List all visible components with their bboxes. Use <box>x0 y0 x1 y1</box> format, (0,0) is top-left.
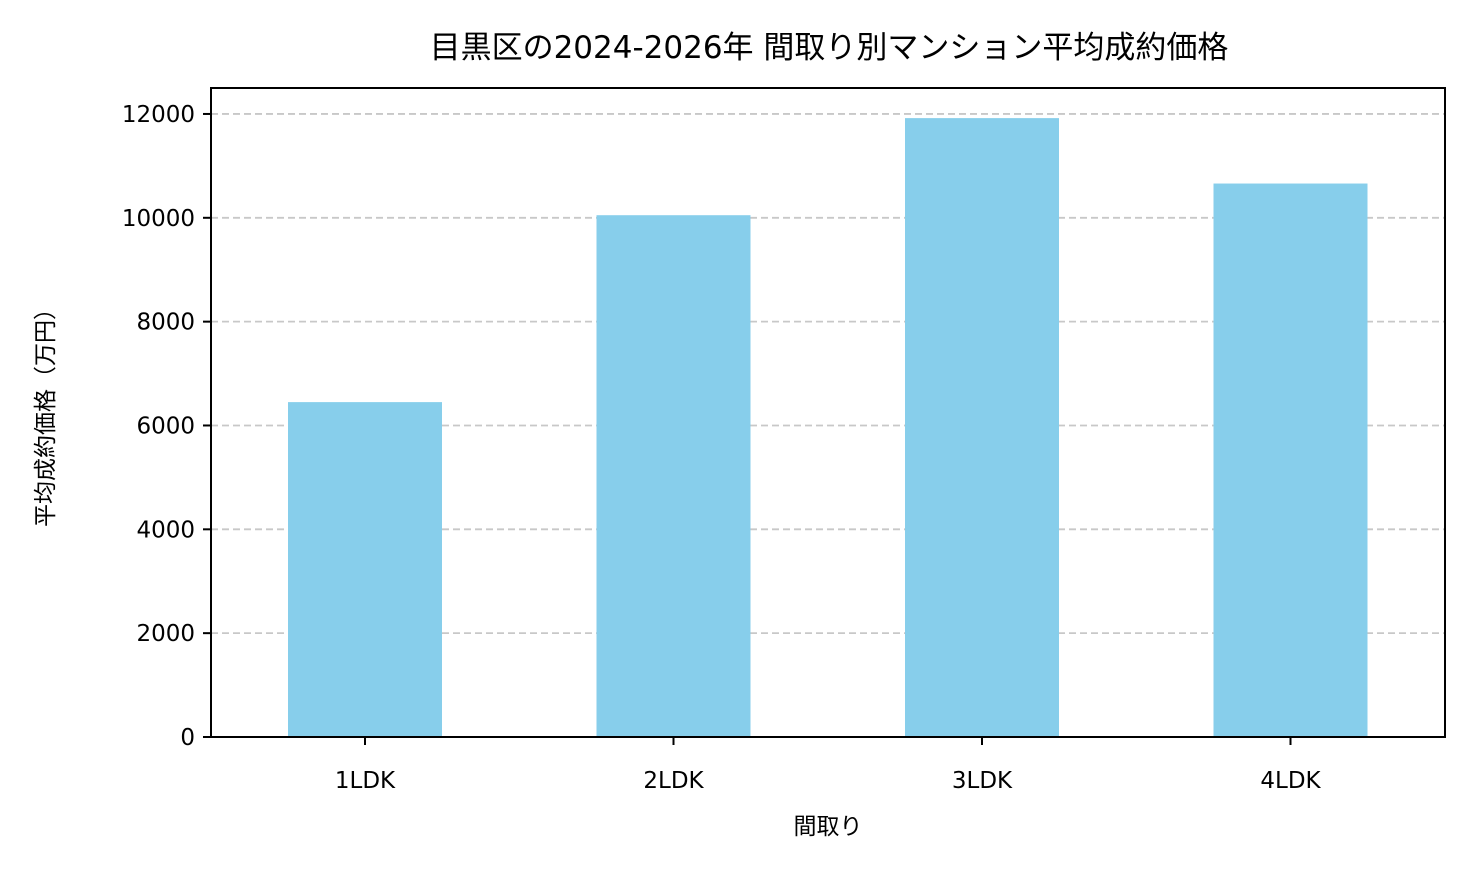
y-tick-label: 2000 <box>136 621 195 647</box>
y-tick-label: 6000 <box>136 413 195 439</box>
x-axis-ticks: 1LDK 2LDK 3LDK 4LDK <box>335 737 1322 794</box>
bar-1ldk <box>288 402 442 737</box>
x-tick-label: 2LDK <box>643 768 704 794</box>
y-axis-ticks: 0 2000 4000 6000 8000 10000 12000 <box>122 102 211 751</box>
y-tick-label: 4000 <box>136 517 195 543</box>
x-tick-label: 4LDK <box>1260 768 1321 794</box>
x-axis-label: 間取り <box>794 814 863 840</box>
x-tick-label: 1LDK <box>335 768 396 794</box>
y-tick-label: 0 <box>180 725 195 751</box>
x-tick-label: 3LDK <box>952 768 1013 794</box>
bar-3ldk <box>905 118 1059 738</box>
bar-2ldk <box>596 215 751 738</box>
y-tick-label: 10000 <box>122 206 195 232</box>
y-tick-label: 12000 <box>122 102 195 128</box>
plot-frame <box>210 87 1446 738</box>
chart-title: 目黒区の2024-2026年 間取り別マンション平均成約価格 <box>430 30 1229 66</box>
y-axis-label: 平均成約価格（万円） <box>33 297 59 527</box>
bars <box>288 118 1368 738</box>
bar-4ldk <box>1213 183 1368 737</box>
y-tick-label: 8000 <box>136 310 195 336</box>
